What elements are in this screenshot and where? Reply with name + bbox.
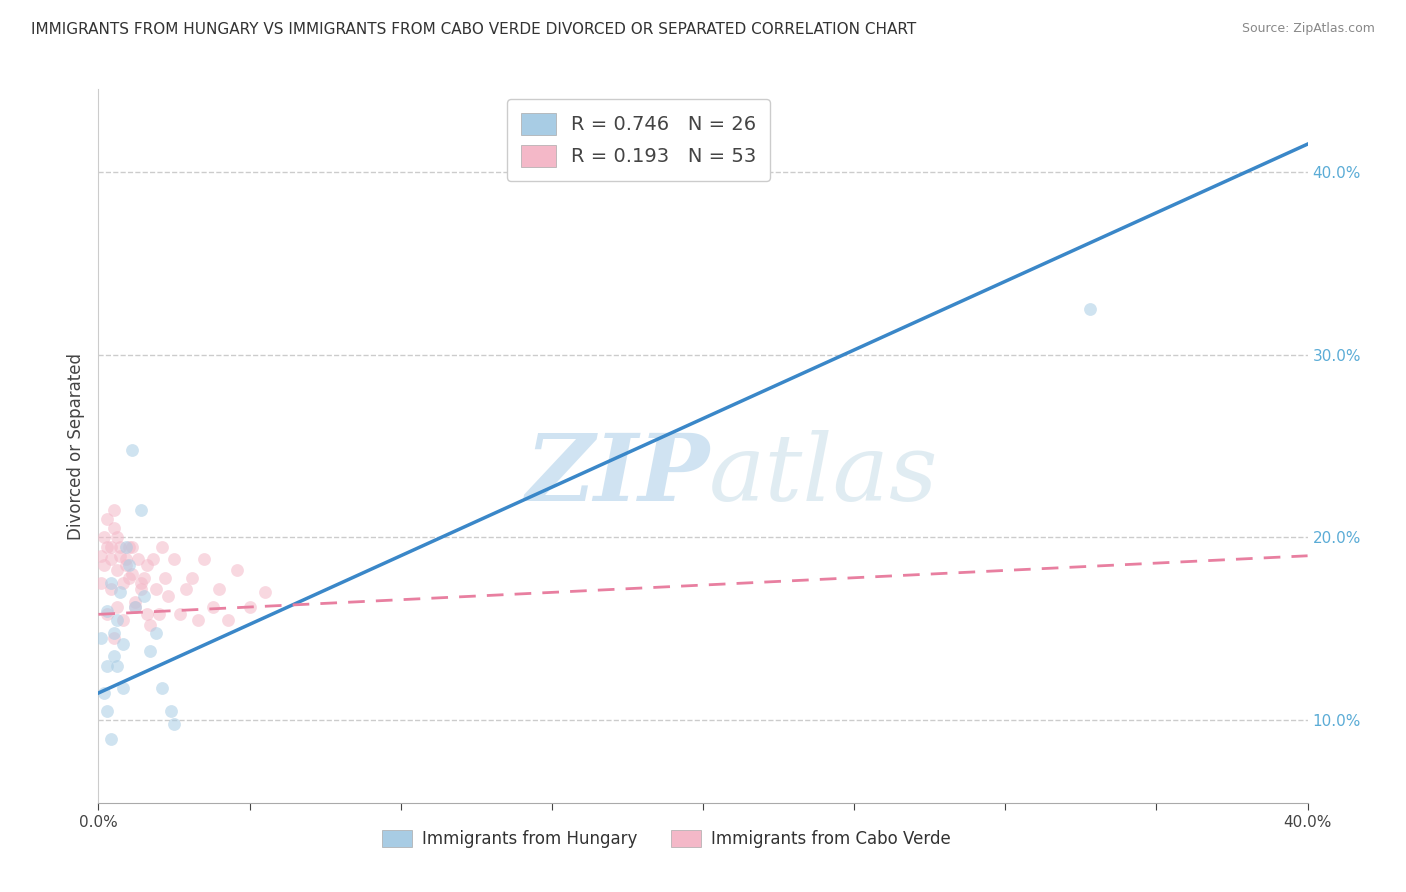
Point <box>118 540 141 554</box>
Point <box>217 613 239 627</box>
Point <box>226 563 249 577</box>
Point <box>108 540 131 554</box>
Point <box>108 549 131 563</box>
Point <box>129 582 152 596</box>
Point <box>150 681 173 695</box>
Point <box>103 521 125 535</box>
Point <box>127 552 149 566</box>
Point <box>105 613 128 627</box>
Point <box>124 594 146 608</box>
Point <box>103 503 125 517</box>
Point <box>121 567 143 582</box>
Point <box>150 540 173 554</box>
Point <box>108 585 131 599</box>
Point <box>139 618 162 632</box>
Point <box>208 582 231 596</box>
Point <box>163 552 186 566</box>
Point <box>90 631 112 645</box>
Point <box>145 582 167 596</box>
Point <box>169 607 191 622</box>
Point <box>124 600 146 615</box>
Text: atlas: atlas <box>709 430 939 519</box>
Y-axis label: Divorced or Separated: Divorced or Separated <box>66 352 84 540</box>
Point <box>96 658 118 673</box>
Point <box>239 600 262 615</box>
Point <box>111 576 134 591</box>
Point <box>132 589 155 603</box>
Point <box>114 558 136 572</box>
Point <box>105 531 128 545</box>
Point <box>156 589 179 603</box>
Point <box>118 571 141 585</box>
Point <box>118 558 141 572</box>
Point <box>103 631 125 645</box>
Point <box>103 625 125 640</box>
Text: ZIP: ZIP <box>524 430 709 519</box>
Point <box>174 582 197 596</box>
Point <box>103 649 125 664</box>
Point <box>135 607 157 622</box>
Point <box>139 644 162 658</box>
Point <box>105 600 128 615</box>
Point <box>96 704 118 718</box>
Point <box>202 600 225 615</box>
Point <box>160 704 183 718</box>
Point <box>135 558 157 572</box>
Point <box>111 637 134 651</box>
Point <box>100 731 122 746</box>
Point <box>145 625 167 640</box>
Point <box>100 582 122 596</box>
Point <box>121 540 143 554</box>
Point <box>100 552 122 566</box>
Point <box>114 552 136 566</box>
Point <box>163 717 186 731</box>
Point <box>93 686 115 700</box>
Point <box>181 571 204 585</box>
Point <box>132 571 155 585</box>
Point <box>100 540 122 554</box>
Point <box>93 558 115 572</box>
Point <box>90 576 112 591</box>
Point <box>111 613 134 627</box>
Point <box>96 512 118 526</box>
Point <box>111 681 134 695</box>
Legend: Immigrants from Hungary, Immigrants from Cabo Verde: Immigrants from Hungary, Immigrants from… <box>382 830 950 848</box>
Text: Source: ZipAtlas.com: Source: ZipAtlas.com <box>1241 22 1375 36</box>
Point <box>187 613 209 627</box>
Point <box>96 607 118 622</box>
Point <box>93 531 115 545</box>
Point <box>105 658 128 673</box>
Point <box>142 552 165 566</box>
Point <box>193 552 215 566</box>
Point <box>253 585 276 599</box>
Point <box>129 576 152 591</box>
Text: IMMIGRANTS FROM HUNGARY VS IMMIGRANTS FROM CABO VERDE DIVORCED OR SEPARATED CORR: IMMIGRANTS FROM HUNGARY VS IMMIGRANTS FR… <box>31 22 917 37</box>
Point <box>105 563 128 577</box>
Point <box>153 571 176 585</box>
Point <box>90 549 112 563</box>
Point <box>100 576 122 591</box>
Point <box>96 604 118 618</box>
Point <box>1078 301 1101 316</box>
Point <box>121 442 143 457</box>
Point <box>96 540 118 554</box>
Point <box>148 607 170 622</box>
Point <box>114 540 136 554</box>
Point <box>129 503 152 517</box>
Point <box>124 600 146 615</box>
